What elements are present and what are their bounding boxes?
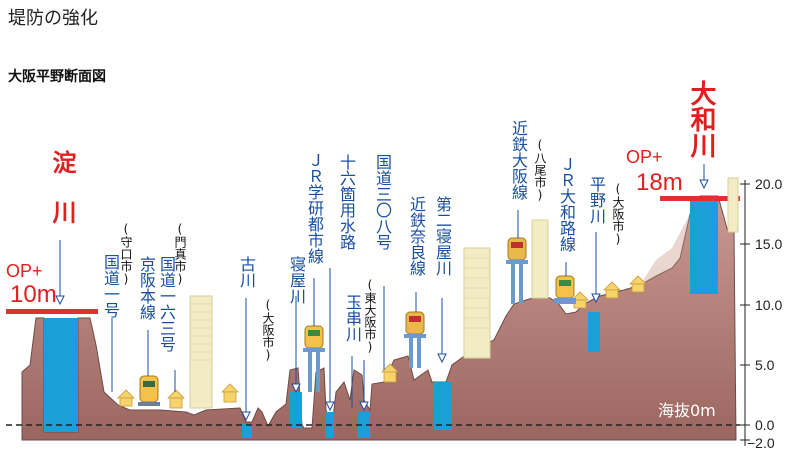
- building: [727, 177, 739, 233]
- dai2neya-water: [434, 382, 452, 430]
- kadoma-label: (門真市): [173, 222, 187, 286]
- osaka2-label: (大阪市): [611, 182, 625, 246]
- moriguchi-label: (守口市): [119, 222, 133, 286]
- diagram-title: 大阪平野断面図: [8, 69, 106, 85]
- train-icon: [554, 275, 576, 304]
- daito-label: (大阪市): [261, 298, 275, 362]
- tamakushi-water: [358, 412, 370, 438]
- y-tick-label: −2.0: [747, 435, 775, 451]
- yamato-label: 大和川: [686, 80, 716, 158]
- kokudo1-label: 国道一号: [101, 254, 120, 318]
- furukawa-water: [242, 424, 252, 438]
- page-title: 堤防の強化: [8, 8, 98, 29]
- yodogawa-label: 淀川: [48, 150, 76, 250]
- yamato-op-label: OP+: [626, 147, 663, 167]
- dai2neya-label: 第二寝屋川: [433, 196, 452, 276]
- yamato-height-label: 18m: [636, 169, 683, 196]
- kokudo308-label: 国道三〇八号: [373, 154, 392, 250]
- building: [531, 219, 549, 299]
- train-icon: [303, 325, 325, 392]
- y-tick-label: 15.0: [755, 236, 782, 252]
- y-tick-label: 20.0: [755, 176, 782, 192]
- y-tick-label: 10.0: [755, 297, 782, 313]
- yodogawa-water: [44, 318, 78, 432]
- hirano-label: 平野川: [587, 176, 606, 224]
- train-icon: [404, 311, 426, 368]
- hirano-water: [588, 312, 600, 352]
- building: [463, 247, 491, 359]
- yodogawa-levee-line: [6, 309, 98, 314]
- train-icon: [138, 375, 160, 406]
- kintetsu-osaka-label: 近鉄大阪線: [509, 120, 528, 200]
- yamato-levee-line: [660, 196, 740, 201]
- neyagawa-water: [290, 392, 302, 428]
- house-icon: [117, 275, 647, 409]
- yodogawa-height-label: 10m: [10, 281, 57, 308]
- y-tick-label: 5.0: [755, 357, 775, 373]
- keihan-label: 京阪本線: [137, 256, 156, 320]
- train-icon: [506, 237, 528, 304]
- kintetsu-nara-label: 近鉄奈良線: [407, 196, 426, 276]
- jurokken-label: 十六箇用水路: [337, 154, 356, 250]
- yao-label: (八尾市): [533, 138, 547, 202]
- y-tick-label: 0.0: [755, 417, 775, 433]
- kokudo163-label: 国道一六三号: [157, 256, 176, 352]
- jr-yamatoji-label: ＪＲ大和路線: [557, 156, 576, 252]
- sea-level-label: 海抜0m: [658, 401, 716, 420]
- furukawa-label: 古川: [237, 256, 256, 288]
- higashiosaka-label: (東大阪市): [363, 278, 377, 354]
- jr-gakken-label: ＪＲ学研都市線: [305, 152, 324, 264]
- tamakushi-label: 玉串川: [343, 294, 362, 342]
- yodogawa-op-label: OP+: [6, 261, 43, 281]
- neyagawa-label: 寝屋川: [287, 256, 306, 304]
